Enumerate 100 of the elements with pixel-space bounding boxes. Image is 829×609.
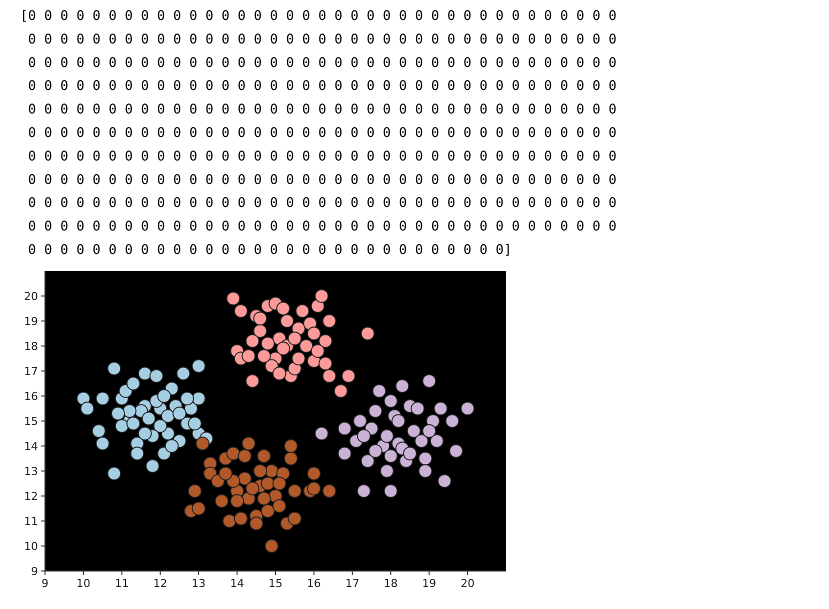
point: [246, 374, 260, 388]
point: [288, 512, 302, 526]
x-tick-label: 17: [345, 577, 360, 590]
point: [310, 344, 325, 358]
point: [192, 392, 206, 406]
y-tick-label: 18: [24, 340, 38, 353]
point: [372, 384, 386, 398]
point: [242, 349, 256, 363]
point: [434, 402, 448, 416]
point: [368, 404, 382, 418]
point: [192, 502, 206, 516]
point: [306, 466, 321, 480]
point: [92, 424, 106, 438]
y-tick-label: 9: [31, 564, 38, 578]
point: [96, 436, 110, 450]
point: [114, 419, 129, 433]
point: [322, 314, 336, 328]
point: [238, 472, 252, 486]
point: [230, 494, 244, 508]
point: [418, 464, 432, 478]
point: [234, 512, 248, 526]
point: [449, 444, 463, 458]
point: [188, 416, 202, 430]
point: [284, 439, 298, 453]
point: [380, 464, 394, 478]
point: [276, 302, 290, 316]
point: [445, 414, 460, 428]
y-tick-label: 11: [24, 514, 38, 528]
point: [422, 374, 436, 388]
point: [314, 289, 329, 303]
point: [222, 514, 236, 528]
point: [218, 466, 232, 480]
point: [260, 476, 275, 490]
point: [188, 484, 202, 498]
point: [234, 304, 248, 318]
point: [138, 426, 152, 440]
point: [126, 376, 140, 390]
y-tick-label: 13: [24, 464, 38, 478]
text: [0 0 0 0 0 0 0 0 0 0 0 0 0 0 0 0 0 0 0 0 0 0 0 0 0 0 0 0 0 0 0 0 0 0 0 0 0 0 0 0 0 0 0 0 0 0 0 0 0 0 0 0 0 0 0 0 0 0 0 0 0 0 0 0 0 0 0 0 0 0 0 0 0 0 0 0 0 0 0 0 0 0 0 0 0 0 0 0 0 0 0 0 0 0 0 0 0 0 0 0 0 0 0 0 0 0 0 0 0 0 0 0 0 0 0 0 0 0 0 0 0 0 0 0 0 0 0 0 0 0 0 0 0 0 0 0 0 0 0 0 0 0 0 0 0 0 0 0 0 0 0 0 0 0 0 0 0 0 0 0 0 0 0 0 0 0 0 0 0 0 0 0 0 0 0 0 0 0 0 0 0 0 0 0 0 0 0 0 0 0 0 0 0 0 0 0 0 0 0 0 0 0 0 0 0 0 0 0 0 0 0 0 0 0 0 0 0 0 0 0 0 0 0 0 0 0 0 0 0 0 0 0 0 0 0 0 0 0 0 0 0 0 0 0 0 0 0 0 0 0 0 0 0 0 0 0 0 0 0 0 0 0 0 0 0 0 0 0 0 0 0 0 0 0 0 0 0 0 0 0 0 0 0 0 0 0 0 0 0 0 0 0 0 0 0 0 0 0 0 0 0 0 0 0 0 0 0 0 0 0 0 0 0 0 0 0 0 0 0 0 0 0 0 0 0 0 0 0 0 0 0 0 0 0 0 0 0 0 0 0 0 0 0 0 0 0 0 0 0 0 0 0 0 0 0 0 0 0 0 0 0 0 0 0 0 0 0 0 0 0 0 0 0 0 0 0 0 0 0 0 0 0 0 0 0 0 0 0 0 0 0 0 0 0 0 0 0 0 0 0]: [20, 9, 617, 258]
y-tick-label: 16: [24, 390, 38, 403]
point: [246, 334, 260, 348]
point: [280, 314, 294, 328]
point: [264, 539, 279, 553]
x-tick-label: 18: [384, 577, 398, 590]
point: [410, 402, 425, 416]
y-tick-label: 12: [24, 490, 38, 503]
point: [338, 446, 352, 460]
point: [314, 426, 329, 440]
point: [430, 434, 444, 448]
x-tick-label: 19: [422, 577, 436, 590]
point: [356, 484, 371, 498]
point: [272, 366, 286, 380]
point: [384, 484, 398, 498]
x-tick-label: 16: [306, 577, 321, 590]
point: [172, 406, 186, 420]
x-tick-label: 15: [268, 577, 282, 590]
x-tick-label: 12: [153, 577, 168, 590]
point: [249, 516, 264, 530]
point: [318, 356, 332, 370]
point: [384, 449, 398, 463]
point: [226, 446, 240, 460]
point: [438, 474, 452, 488]
point: [406, 424, 421, 438]
y-tick-label: 14: [24, 440, 38, 453]
point: [306, 482, 321, 496]
point: [342, 369, 356, 383]
point: [356, 429, 371, 443]
point: [214, 494, 229, 508]
point: [257, 449, 271, 463]
point: [107, 466, 122, 480]
point: [242, 436, 256, 450]
point: [96, 392, 110, 406]
point: [164, 439, 179, 453]
point: [422, 424, 436, 438]
point: [126, 416, 140, 430]
point: [180, 392, 194, 406]
point: [380, 429, 394, 443]
point: [322, 369, 336, 383]
point: [460, 402, 475, 416]
point: [403, 446, 417, 460]
point: [299, 339, 314, 353]
point: [414, 434, 428, 448]
point: [111, 406, 125, 420]
point: [360, 454, 375, 468]
point: [176, 366, 190, 380]
point: [395, 379, 410, 393]
point: [292, 352, 306, 366]
y-tick-label: 15: [24, 414, 38, 428]
point: [226, 292, 240, 306]
point: [288, 332, 302, 346]
x-tick-label: 9: [42, 577, 48, 590]
point: [288, 484, 302, 498]
x-tick-label: 13: [192, 577, 206, 590]
point: [276, 342, 290, 356]
point: [157, 389, 172, 403]
point: [80, 402, 94, 416]
point: [353, 414, 367, 428]
y-tick-label: 17: [24, 364, 38, 378]
point: [384, 394, 398, 408]
y-tick-label: 20: [24, 290, 38, 303]
